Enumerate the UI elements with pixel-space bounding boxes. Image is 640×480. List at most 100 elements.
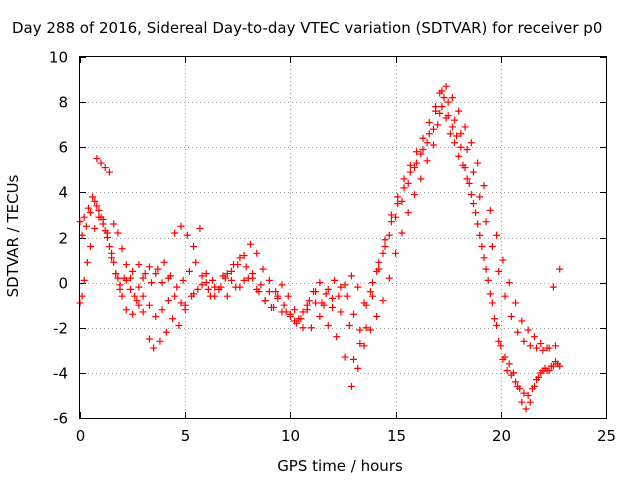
data-point <box>453 132 461 140</box>
data-point <box>261 297 269 305</box>
data-point <box>366 288 374 296</box>
y-tick-label: -6 <box>53 410 68 428</box>
data-point <box>501 353 509 361</box>
data-point <box>474 159 482 167</box>
data-point <box>392 249 400 257</box>
data-point <box>175 321 183 329</box>
data-point <box>131 292 139 300</box>
data-point <box>526 398 534 406</box>
data-point <box>272 288 280 296</box>
data-point <box>158 279 166 287</box>
data-point <box>406 161 414 169</box>
data-point <box>400 175 408 183</box>
data-point <box>354 364 362 372</box>
data-point <box>232 283 240 291</box>
data-point <box>265 276 273 284</box>
data-point <box>154 265 162 273</box>
data-point <box>448 123 456 131</box>
data-point <box>476 231 484 239</box>
data-point <box>249 274 257 282</box>
data-point <box>375 258 383 266</box>
data-point <box>398 229 406 237</box>
data-point <box>139 308 147 316</box>
data-point <box>360 299 368 307</box>
data-point <box>110 258 118 266</box>
data-point <box>103 234 111 241</box>
data-point <box>368 292 376 300</box>
y-tick-label: 8 <box>58 94 68 112</box>
data-point <box>543 344 551 352</box>
data-point <box>89 193 97 201</box>
data-point <box>293 319 301 327</box>
data-point <box>227 267 235 275</box>
data-point <box>223 292 231 300</box>
data-point <box>291 306 299 314</box>
data-point <box>505 279 513 287</box>
data-point <box>549 283 557 291</box>
data-point <box>482 265 490 273</box>
data-point <box>135 301 143 309</box>
data-point <box>240 252 248 260</box>
data-point <box>324 285 332 293</box>
data-point <box>139 292 147 300</box>
data-point <box>530 382 538 390</box>
data-point <box>472 209 480 217</box>
data-point <box>145 335 153 343</box>
data-point <box>451 116 459 124</box>
data-point <box>333 333 341 341</box>
data-point <box>514 382 522 390</box>
data-point <box>118 292 126 300</box>
data-point <box>259 265 267 273</box>
data-point <box>467 139 475 147</box>
data-point <box>173 283 181 291</box>
data-point <box>438 87 446 95</box>
data-point <box>465 179 473 187</box>
y-tick-label: 4 <box>58 184 68 202</box>
data-point <box>145 301 153 309</box>
data-point <box>535 373 543 381</box>
y-tick-label: 6 <box>58 139 68 157</box>
data-point <box>518 317 526 325</box>
data-point <box>341 353 349 361</box>
data-point <box>360 342 368 350</box>
data-point <box>322 290 330 298</box>
data-point <box>114 274 122 282</box>
data-point <box>286 312 294 320</box>
data-point <box>97 159 105 167</box>
data-point <box>162 328 170 336</box>
data-point <box>343 292 351 300</box>
data-point <box>112 270 120 278</box>
tick-labels: 0 5 10 15 20 25 -6 -4 -2 0 2 4 6 8 10 <box>49 49 616 446</box>
data-point <box>480 182 488 190</box>
data-point <box>328 303 336 311</box>
data-point <box>198 281 206 289</box>
data-point <box>512 299 520 307</box>
data-point <box>299 308 307 316</box>
data-point <box>404 179 412 187</box>
data-point <box>455 152 463 160</box>
data-point <box>236 254 244 262</box>
data-point <box>356 340 364 348</box>
x-tick-label: 15 <box>387 427 406 445</box>
data-point <box>451 139 459 147</box>
data-point <box>181 306 189 314</box>
y-tick-label: 2 <box>58 230 68 248</box>
data-point <box>223 270 231 278</box>
data-point <box>337 283 345 291</box>
axis-ticks <box>80 57 607 419</box>
data-point <box>305 297 313 305</box>
data-point <box>141 270 149 278</box>
data-point <box>194 285 202 293</box>
data-point <box>413 148 421 156</box>
data-point <box>459 161 467 169</box>
data-point <box>129 267 137 275</box>
data-point <box>457 130 465 138</box>
data-point <box>474 220 482 228</box>
data-point <box>116 285 124 293</box>
data-point <box>448 94 456 102</box>
data-point <box>514 328 522 336</box>
data-point <box>552 342 560 350</box>
data-point <box>242 263 250 271</box>
data-point <box>164 297 172 305</box>
data-point <box>177 299 185 307</box>
